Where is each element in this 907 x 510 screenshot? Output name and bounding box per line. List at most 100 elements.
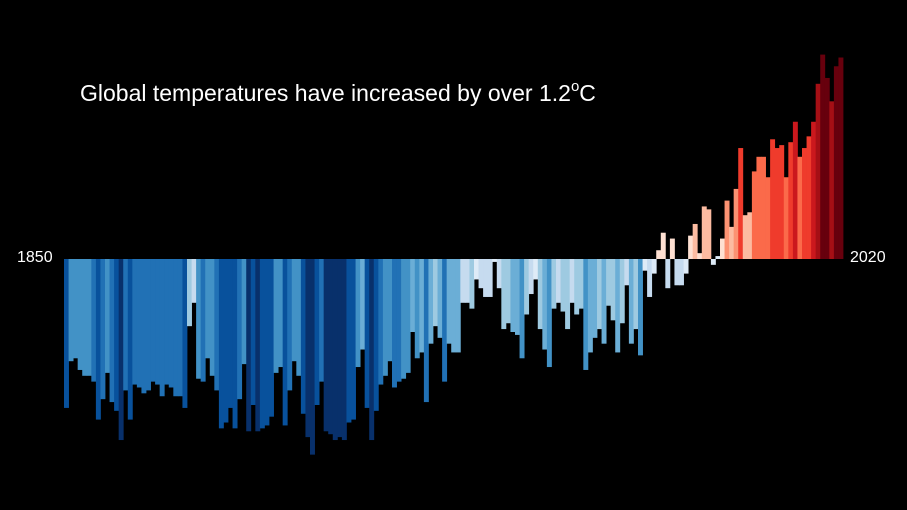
bar-1969: [606, 259, 612, 306]
bar-1989: [697, 253, 703, 259]
bar-2004: [765, 177, 771, 259]
bar-1994: [720, 238, 725, 259]
bar-1862: [118, 259, 124, 441]
bar-1870: [155, 259, 161, 385]
bar-1968: [601, 259, 607, 344]
bar-1944: [492, 259, 498, 262]
bar-1955: [542, 259, 548, 350]
bar-2013: [806, 136, 812, 259]
bar-1945: [496, 259, 502, 289]
bar-1921: [387, 259, 393, 362]
bar-2000: [747, 212, 753, 259]
bar-1985: [679, 259, 684, 286]
bar-1887: [232, 259, 238, 429]
bar-1919: [378, 259, 384, 385]
bar-2016: [820, 54, 826, 259]
bar-1962: [574, 259, 580, 315]
bar-1929: [423, 259, 429, 403]
bar-1917: [369, 259, 375, 441]
bar-1895: [269, 259, 274, 417]
bar-1976: [638, 259, 643, 356]
bar-2014: [811, 121, 817, 259]
bar-2002: [756, 156, 762, 259]
bar-1926: [410, 259, 416, 332]
bar-1960: [565, 259, 571, 330]
bar-1975: [633, 259, 639, 330]
bar-1967: [597, 259, 602, 330]
bar-1977: [642, 259, 648, 271]
bar-1991: [706, 209, 712, 259]
bar-1898: [282, 259, 288, 426]
bar-1886: [228, 259, 233, 408]
bar-1961: [569, 259, 575, 303]
bar-1938: [464, 259, 470, 303]
bar-1873: [168, 259, 174, 388]
bar-1979: [651, 259, 657, 274]
bar-2008: [783, 177, 789, 259]
bar-1864: [127, 259, 133, 420]
end-year-label: 2020: [850, 249, 886, 266]
bar-1993: [715, 256, 721, 259]
bar-1987: [688, 235, 694, 259]
bar-1946: [501, 259, 507, 330]
bar-1981: [660, 232, 666, 259]
bar-2006: [774, 148, 780, 259]
bar-1868: [146, 259, 151, 391]
bar-2017: [824, 77, 830, 260]
bar-1853: [77, 259, 83, 370]
bar-1854: [82, 259, 88, 376]
bar-1883: [214, 259, 220, 391]
bar-1948: [510, 259, 516, 332]
bar-1927: [414, 259, 420, 359]
bar-1910: [337, 259, 343, 438]
bar-1940: [474, 259, 479, 280]
bar-1904: [310, 259, 315, 455]
bar-1998: [738, 148, 744, 259]
bar-1909: [332, 259, 338, 441]
bar-2005: [770, 139, 776, 259]
bar-1992: [710, 259, 716, 265]
bar-1950: [519, 259, 525, 359]
bar-1905: [314, 259, 320, 405]
bar-1880: [200, 259, 206, 382]
bar-1869: [150, 259, 156, 382]
bar-1865: [132, 259, 138, 385]
degree-symbol: o: [570, 78, 580, 95]
bar-1963: [578, 259, 584, 309]
bar-1912: [346, 259, 352, 423]
chart-title: Global temperatures have increased by ov…: [80, 78, 596, 106]
bar-1980: [656, 250, 662, 259]
bar-1930: [428, 259, 434, 344]
bar-2015: [815, 83, 821, 259]
bar-1885: [223, 259, 229, 423]
bar-1953: [533, 259, 539, 280]
bar-1966: [592, 259, 598, 338]
bar-1995: [724, 200, 730, 259]
bar-1856: [91, 259, 97, 382]
bar-1983: [669, 238, 675, 259]
bar-1857: [95, 259, 101, 420]
bar-1897: [278, 259, 284, 368]
bar-1931: [433, 259, 438, 327]
bar-2018: [829, 101, 835, 259]
bar-2003: [761, 156, 766, 259]
bar-1908: [328, 259, 334, 435]
bar-1918: [373, 259, 379, 411]
bar-1911: [341, 259, 347, 441]
bar-1925: [405, 259, 411, 373]
bar-1872: [164, 259, 170, 385]
bar-1881: [205, 259, 211, 359]
bar-1866: [136, 259, 142, 388]
bar-2009: [788, 142, 794, 259]
bar-1928: [419, 259, 425, 353]
bar-1882: [209, 259, 215, 376]
bar-1978: [647, 259, 653, 297]
bar-1861: [114, 259, 120, 411]
bar-1915: [360, 259, 366, 350]
bar-2011: [797, 156, 803, 259]
bar-1913: [351, 259, 356, 420]
bar-1997: [733, 188, 739, 259]
bar-1884: [218, 259, 224, 429]
bar-1935: [451, 259, 457, 353]
bar-1858: [100, 259, 106, 400]
